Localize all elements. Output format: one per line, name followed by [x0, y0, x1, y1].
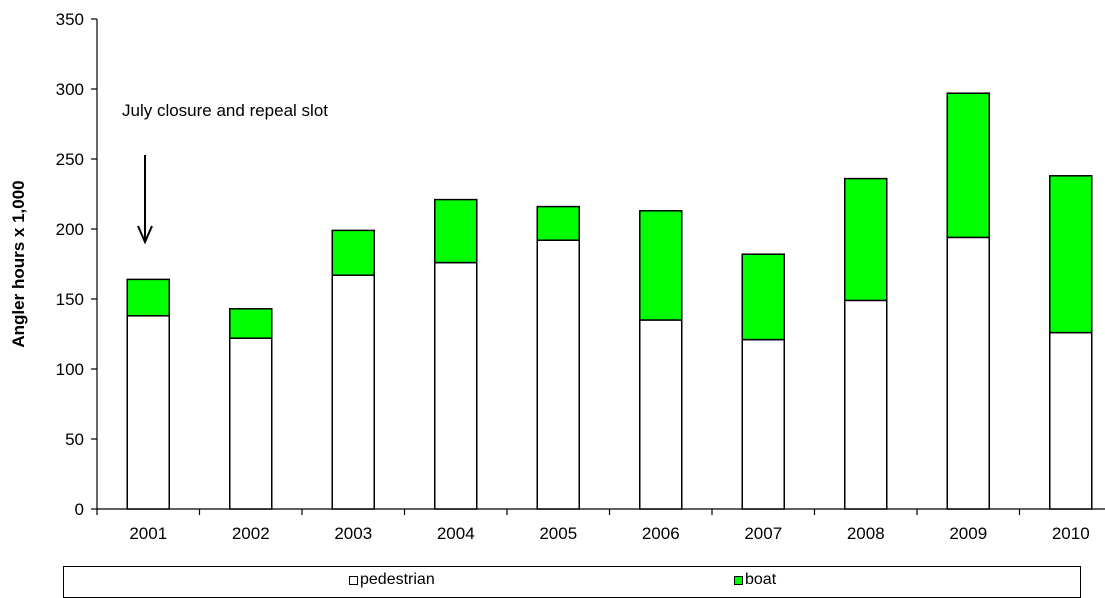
x-tick-label: 2008 [847, 524, 885, 543]
bar-pedestrian-2004 [434, 261, 478, 510]
y-tick-label: 350 [56, 10, 84, 29]
bar-pedestrian-2005 [536, 239, 580, 510]
x-tick-label: 2004 [437, 524, 475, 543]
bar-pedestrian-2009 [946, 236, 990, 510]
bar-pedestrian-2003 [331, 274, 375, 510]
bar-boat-2006 [639, 210, 683, 321]
x-tick-label: 2006 [642, 524, 680, 543]
x-axis: 2001 2002 2003 2004 2005 2006 2007 2008 2009 2010 [96, 508, 1105, 543]
y-tick-label: 150 [56, 290, 84, 309]
y-axis-label: Angler hours x 1,000 [9, 180, 28, 347]
bar-pedestrian-2006 [639, 319, 683, 510]
annotation-text: July closure and repeal slot [122, 101, 328, 120]
bar-boat-2002 [229, 308, 273, 339]
x-tick-label: 2007 [744, 524, 782, 543]
bar-pedestrian-2008 [844, 299, 888, 510]
bar-boat-2004 [434, 198, 478, 264]
bar-boat-2010 [1049, 175, 1093, 334]
y-tick-label: 200 [56, 220, 84, 239]
legend-entry-boat: boat [734, 571, 776, 589]
y-tick-label: 0 [75, 500, 84, 519]
bar-boat-2008 [844, 177, 888, 302]
bar-boat-2001 [126, 278, 170, 317]
legend-entry-pedestrian: pedestrian [349, 571, 435, 589]
legend-label-boat: boat [745, 571, 777, 588]
x-tick-label: 2010 [1052, 524, 1090, 543]
x-tick-label: 2001 [129, 524, 167, 543]
bar-pedestrian-2010 [1049, 331, 1093, 510]
y-tick-label: 250 [56, 150, 84, 169]
annotation-arrow [137, 155, 153, 245]
bar-boat-2007 [741, 253, 785, 341]
bar-pedestrian-2002 [229, 337, 273, 510]
legend-swatch-boat [734, 575, 743, 585]
y-tick-label: 100 [56, 360, 84, 379]
y-tick-label: 50 [65, 430, 84, 449]
bars [126, 92, 1093, 510]
bar-pedestrian-2007 [741, 338, 785, 510]
x-tick-label: 2005 [539, 524, 577, 543]
bar-boat-2005 [536, 205, 580, 241]
legend: pedestrian boat [63, 566, 1081, 598]
legend-label-pedestrian: pedestrian [360, 571, 435, 588]
bar-boat-2009 [946, 92, 990, 239]
y-tick-label: 300 [56, 80, 84, 99]
x-tick-label: 2009 [949, 524, 987, 543]
y-axis: 0 50 100 150 200 250 300 350 [56, 10, 98, 519]
x-tick-label: 2002 [232, 524, 270, 543]
legend-swatch-pedestrian [349, 575, 358, 585]
bar-pedestrian-2001 [126, 315, 170, 510]
x-tick-label: 2003 [334, 524, 372, 543]
bar-boat-2003 [331, 229, 375, 276]
